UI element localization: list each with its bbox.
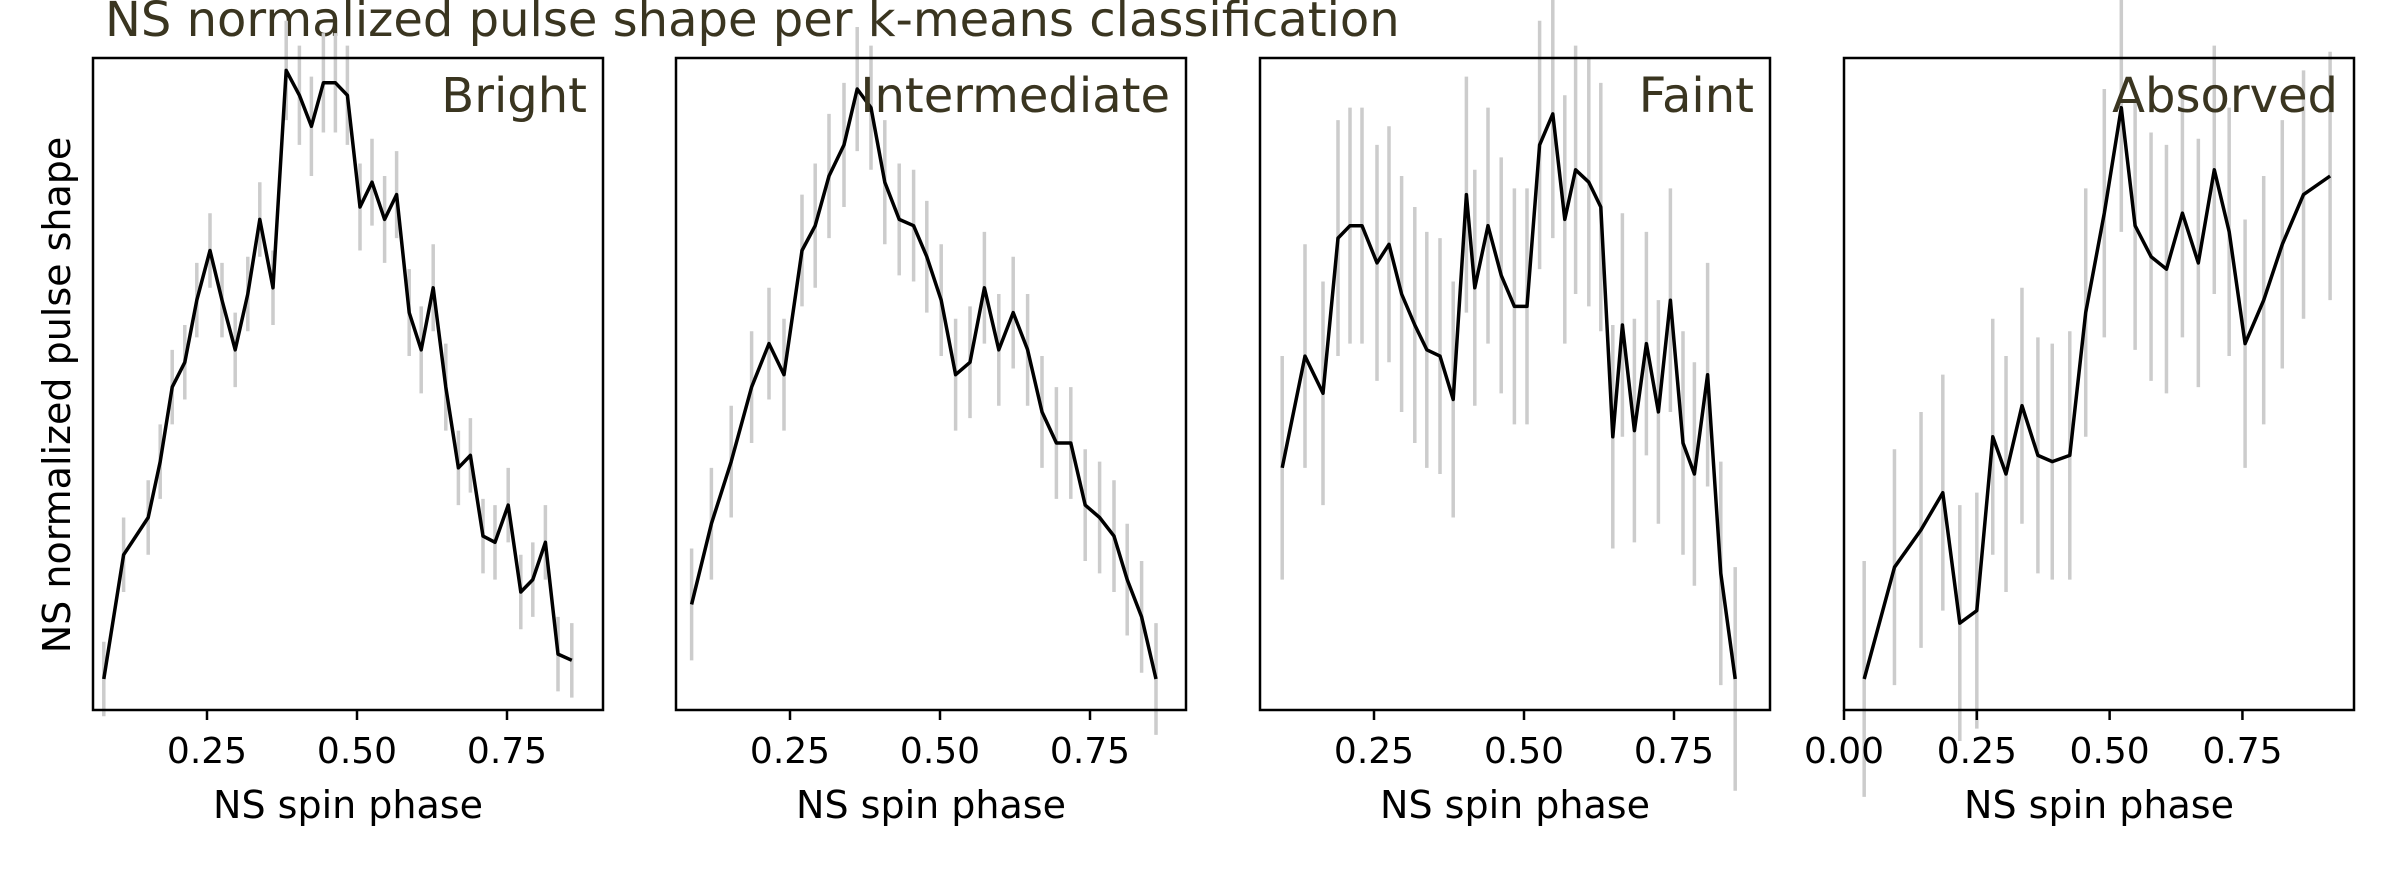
x-tick-label: 0.50	[1484, 731, 1564, 772]
panel-frame	[674, 56, 1188, 712]
series-line	[1862, 105, 2332, 680]
panel-faint: 0.25 0.50 0.75 NS spin phase Faint	[1258, 0, 1772, 827]
panel-label: Intermediate	[860, 68, 1170, 124]
panel-frame	[1842, 56, 2356, 712]
x-tick-label: 0.25	[1937, 731, 2017, 772]
panel-label: Faint	[1639, 68, 1754, 124]
x-tick-label: 0.50	[2070, 731, 2150, 772]
panel-absorved: 0.00 0.25 0.50 0.75 NS spin phase Absorved	[1804, 0, 2356, 827]
series-line	[689, 87, 1158, 680]
x-tick-label: 0.50	[900, 731, 980, 772]
x-axis-label: NS spin phase	[1380, 783, 1650, 827]
x-tick-label: 0.75	[2202, 731, 2282, 772]
x-tick-label: 0.25	[750, 731, 830, 772]
y-axis-label: NS normalized pulse shape	[35, 137, 79, 654]
panel-intermediate: 0.25 0.50 0.75 NS spin phase Intermediate	[674, 26, 1188, 827]
x-tick-label: 0.75	[467, 731, 547, 772]
series-line	[1280, 112, 1737, 680]
panel-frame	[1258, 56, 1772, 712]
figure-title: NS normalized pulse shape per k-means cl…	[105, 0, 1400, 48]
x-tick-label: 0.25	[1334, 731, 1414, 772]
series-line	[102, 68, 573, 680]
panel-label: Absorved	[2112, 68, 2338, 124]
panel-bright: 0.25 0.50 0.75 NS spin phase Bright	[91, 20, 605, 827]
x-tick-label: 0.50	[317, 731, 397, 772]
x-tick-label: 0.75	[1050, 731, 1130, 772]
x-tick-label: 0.25	[167, 731, 247, 772]
x-tick-label: 0.75	[1634, 731, 1714, 772]
panel-frame	[91, 56, 605, 712]
x-axis-label: NS spin phase	[796, 783, 1066, 827]
x-axis-label: NS spin phase	[213, 783, 483, 827]
x-tick-label: 0.00	[1804, 731, 1884, 772]
panel-label: Bright	[441, 68, 587, 124]
x-axis-label: NS spin phase	[1964, 783, 2234, 827]
